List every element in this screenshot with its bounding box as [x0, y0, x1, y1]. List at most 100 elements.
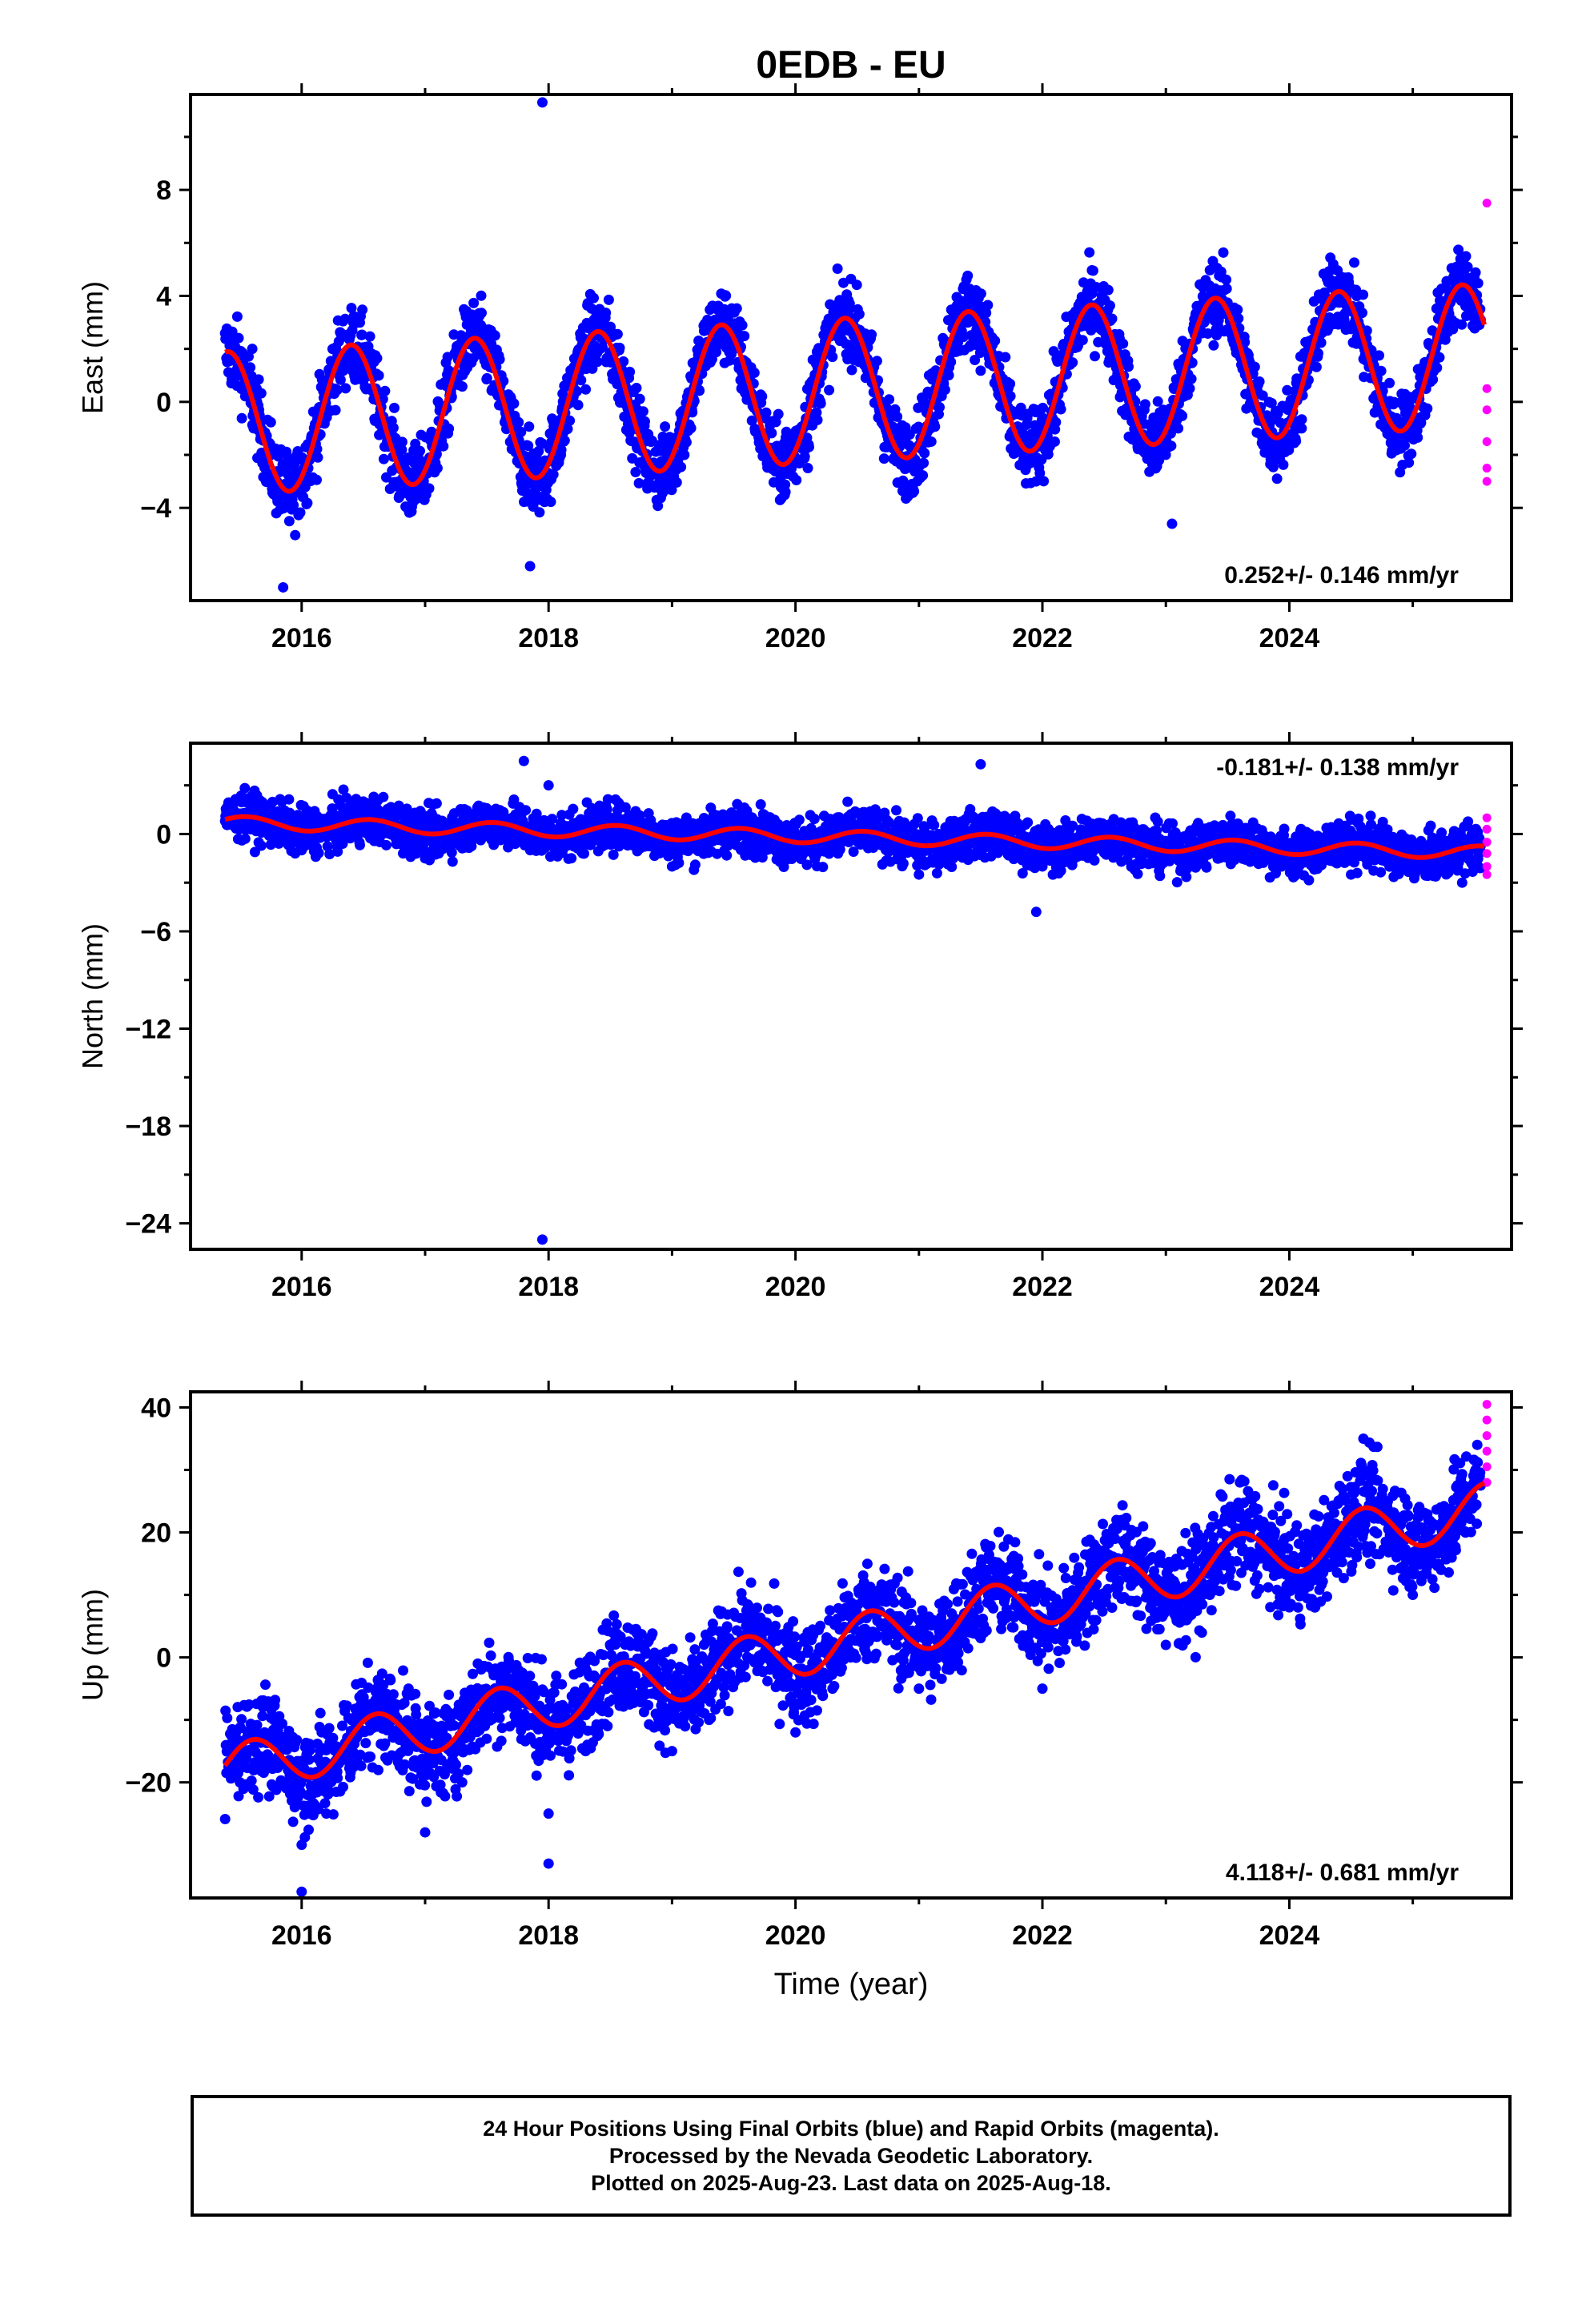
data-point	[817, 862, 829, 873]
data-point	[523, 440, 534, 452]
data-point	[1186, 373, 1197, 384]
data-point	[233, 332, 244, 344]
data-point	[516, 426, 527, 437]
data-point	[431, 798, 442, 809]
data-point	[753, 816, 765, 827]
x-tick-label: 2024	[1259, 623, 1320, 653]
rapid-point	[1482, 384, 1492, 393]
model-fit-line	[224, 282, 1487, 494]
data-point	[1210, 304, 1221, 315]
data-point	[801, 859, 813, 870]
data-point	[1278, 459, 1289, 470]
data-point	[1460, 251, 1472, 262]
data-point	[313, 847, 324, 858]
data-point	[378, 453, 389, 464]
data-point	[781, 820, 793, 830]
data-point	[770, 416, 781, 428]
data-point	[897, 858, 909, 869]
data-point	[1038, 476, 1050, 487]
data-point	[1166, 440, 1177, 452]
data-point	[255, 388, 267, 399]
data-point	[253, 374, 264, 385]
data-point	[901, 463, 912, 474]
data-point	[804, 441, 814, 452]
rapid-point	[1482, 405, 1492, 415]
data-point	[1455, 272, 1466, 283]
data-point	[676, 461, 687, 472]
data-point	[1406, 448, 1417, 460]
data-point	[278, 581, 289, 593]
data-point	[934, 402, 945, 412]
data-point	[608, 849, 619, 860]
data-point	[1184, 383, 1195, 394]
data-point	[602, 794, 613, 805]
data-point	[825, 299, 836, 310]
data-point	[531, 489, 542, 501]
data-point	[1349, 257, 1359, 268]
data-point	[290, 529, 301, 541]
data-point	[444, 423, 455, 434]
data-point	[721, 850, 733, 861]
data-point	[1384, 377, 1395, 388]
data-point	[939, 384, 950, 396]
data-point	[580, 384, 592, 395]
data-point	[1470, 267, 1481, 278]
data-point	[335, 374, 346, 385]
data-point	[438, 440, 449, 452]
data-point	[618, 356, 629, 367]
data-point	[694, 385, 705, 396]
data-point	[1374, 350, 1384, 361]
data-point	[824, 384, 835, 396]
data-point	[357, 304, 368, 316]
data-point	[990, 336, 1001, 346]
data-point	[970, 355, 981, 365]
data-point	[746, 415, 757, 426]
data-point	[559, 435, 570, 446]
data-point	[355, 839, 365, 850]
data-point	[381, 839, 391, 850]
final-orbit-points	[219, 755, 1492, 1245]
y-tick-label: 0	[156, 388, 171, 418]
data-point	[378, 791, 389, 802]
data-point	[576, 375, 587, 386]
data-point	[481, 372, 492, 384]
data-point	[1257, 390, 1268, 401]
data-point	[1084, 247, 1095, 258]
data-point	[962, 317, 974, 328]
data-point	[766, 428, 777, 439]
data-point	[513, 416, 524, 428]
data-point	[719, 304, 730, 315]
x-tick-label: 2022	[1012, 623, 1073, 653]
y-tick-label: 4	[156, 281, 171, 312]
rapid-point	[1482, 464, 1492, 473]
data-point	[396, 444, 408, 456]
data-point	[917, 470, 929, 481]
data-point	[536, 97, 548, 108]
data-point	[332, 846, 343, 857]
data-point	[1104, 300, 1115, 312]
data-point	[671, 476, 682, 488]
data-point	[1102, 284, 1114, 296]
data-point	[1130, 381, 1141, 392]
data-point	[1456, 290, 1468, 301]
data-point	[884, 394, 895, 405]
data-point	[476, 290, 487, 301]
data-point	[408, 497, 419, 509]
data-point	[1311, 361, 1322, 372]
data-point	[339, 313, 351, 324]
data-point	[468, 297, 480, 308]
data-point	[612, 328, 623, 340]
data-point	[761, 407, 772, 418]
plot-frame	[189, 93, 1513, 602]
data-point	[447, 856, 458, 867]
data-point	[579, 848, 589, 859]
data-point	[1055, 404, 1066, 415]
rapid-point	[1482, 436, 1492, 446]
data-point	[592, 356, 603, 368]
data-point	[489, 330, 500, 341]
data-point	[1166, 518, 1178, 529]
data-point	[812, 414, 823, 425]
data-point	[1266, 397, 1277, 408]
data-point	[851, 279, 862, 291]
data-point	[1030, 476, 1042, 487]
